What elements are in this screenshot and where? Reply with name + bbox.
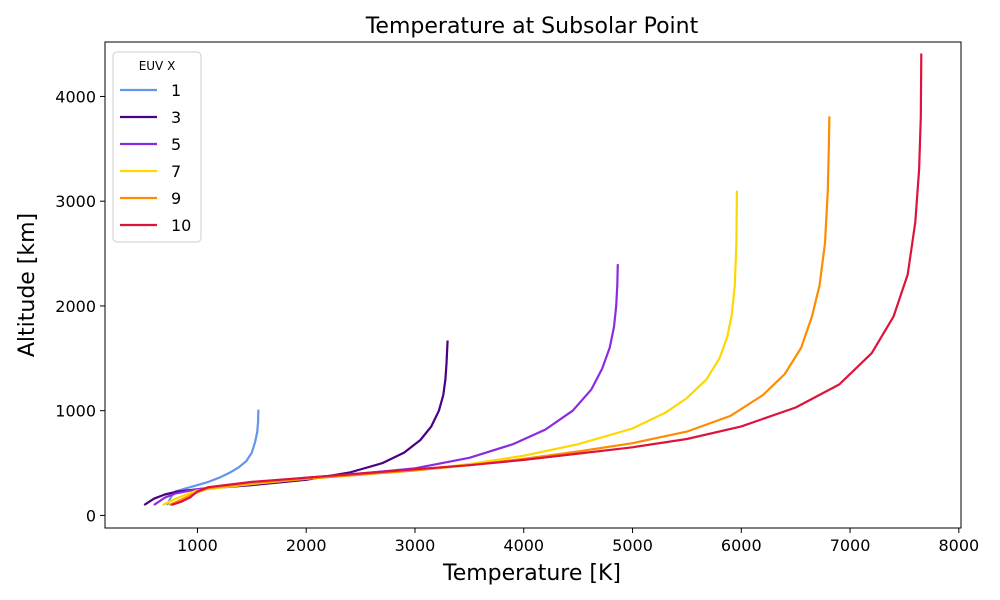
x-tick-label: 1000 [177,536,218,555]
x-tick-label: 2000 [286,536,327,555]
y-tick-label: 4000 [55,87,96,106]
x-tick-label: 8000 [938,536,979,555]
series-layer [143,53,923,507]
plot-frame [104,41,962,529]
x-tick-label: 4000 [503,536,544,555]
legend-label: 7 [171,162,181,181]
legend-items: 1 3 5 7 9 10 [120,81,191,235]
legend-box [112,51,202,243]
x-axis: 1000 2000 3000 4000 5000 6000 7000 8000 [177,528,979,555]
x-tick-label: 3000 [395,536,436,555]
x-axis-label: Temperature [K] [442,561,621,586]
y-tick-label: 0 [86,506,96,525]
y-tick-label: 1000 [55,402,96,421]
plot-area [143,53,923,507]
legend-title: EUV X [139,59,176,73]
x-tick-label: 6000 [721,536,762,555]
y-tick-label: 2000 [55,297,96,316]
series-line-euv-1 [166,409,260,506]
x-tick-label: 7000 [830,536,871,555]
x-tick-label: 5000 [612,536,653,555]
y-axis-label: Altitude [km] [15,213,40,357]
legend-label: 3 [171,108,181,127]
series-line-euv-3 [143,340,449,506]
y-tick-label: 3000 [55,192,96,211]
legend-label: 5 [171,135,181,154]
legend: EUV X 1 3 5 7 9 10 [112,51,202,243]
y-axis: 0 1000 2000 3000 4000 [55,87,105,525]
series-line-euv-10 [170,53,923,507]
legend-label: 10 [171,216,191,235]
legend-label: 1 [171,81,181,100]
chart-title: Temperature at Subsolar Point [365,14,699,39]
legend-label: 9 [171,189,181,208]
